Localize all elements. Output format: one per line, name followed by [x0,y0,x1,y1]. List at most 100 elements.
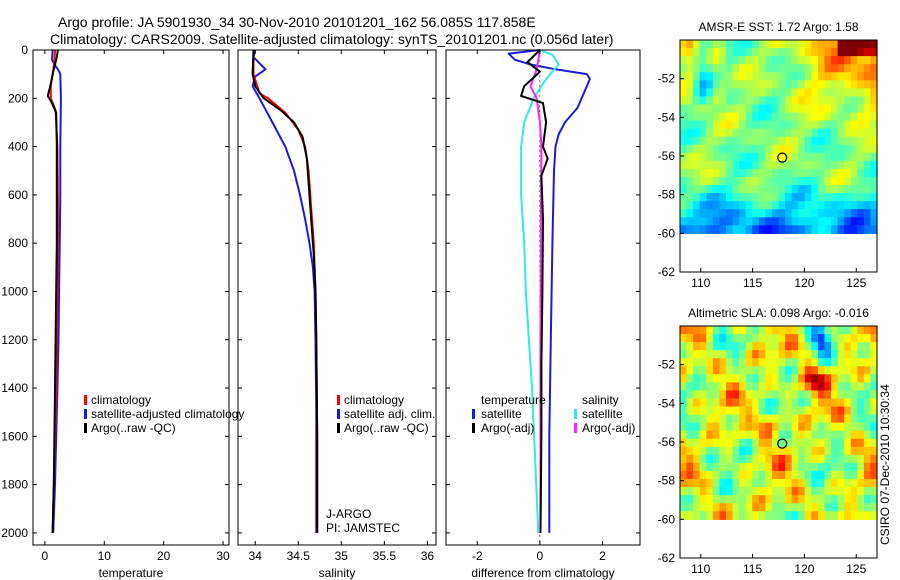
heatmap-cell [693,487,701,496]
heatmap-cell [686,446,694,456]
heatmap-cell [765,128,773,138]
heatmap-cell [706,430,714,440]
heatmap-cell [798,446,806,456]
heatmap-cell [804,358,812,367]
heatmap-cell [778,104,786,114]
heatmap-cell [857,193,865,202]
heatmap-cell [725,511,734,520]
heatmap-cell [680,201,688,210]
heatmap-cell [785,88,793,97]
heatmap-cell [850,176,858,186]
heatmap-cell [712,438,720,448]
heatmap-cell [844,144,852,154]
heatmap-cell [725,193,734,202]
sst_map-heatmap-cells [680,40,878,234]
heatmap-cell [712,201,720,210]
heatmap-cell [863,462,872,472]
heatmap-cell [758,398,766,408]
heatmap-cell [837,120,845,130]
heatmap-cell [844,511,852,520]
heatmap-cell [765,350,773,359]
heatmap-cell [758,112,766,122]
heatmap-cell [706,185,714,194]
heatmap-cell [739,438,747,448]
heatmap-cell [857,414,865,424]
heatmap-cell [745,462,753,472]
heatmap-cell [791,88,799,97]
heatmap-cell [752,414,760,424]
heatmap-cell [719,128,727,138]
heatmap-cell [680,72,688,81]
heatmap-cell [686,40,694,49]
heatmap-cell [837,422,845,432]
heatmap-cell [706,398,714,408]
heatmap-cell [870,366,878,375]
heatmap-cell [850,326,858,335]
heatmap-cell [693,217,701,226]
heatmap-cell [719,495,727,504]
heatmap-cell [863,104,872,114]
heatmap-cell [844,350,852,359]
heatmap-cell [831,56,839,65]
heatmap-cell [725,390,734,400]
heatmap-cell [758,350,766,359]
heatmap-cell [811,185,819,194]
heatmap-cell [811,168,819,178]
heatmap-cell [791,422,799,432]
y-tick-label: -62 [658,265,676,279]
x-tick-label: 2 [599,549,606,563]
heatmap-cell [706,462,714,472]
heatmap-cell [798,144,806,154]
y-tick-label: 1600 [1,429,28,443]
heatmap-cell [831,462,839,472]
heatmap-cell [798,479,806,488]
heatmap-cell [804,120,812,130]
heatmap-cell [693,144,701,154]
heatmap-cell [758,185,766,194]
sla_map-heatmap-cells [680,326,878,520]
heatmap-cell [758,201,766,210]
heatmap-cell [680,96,688,106]
legend-swatch-sal-argo [574,423,577,433]
heatmap-cell [771,104,780,114]
heatmap-cell [732,366,740,375]
heatmap-cell [785,438,793,448]
heatmap-cell [725,40,734,49]
legend-label: satellite [481,407,522,421]
heatmap-cell [732,168,740,178]
heatmap-cell [804,422,812,432]
heatmap-cell [699,225,707,234]
heatmap-cell [712,487,720,496]
heatmap-cell [857,454,865,464]
heatmap-cell [725,358,734,367]
heatmap-cell [798,88,806,97]
heatmap-cell [870,209,878,218]
heatmap-cell [699,56,707,65]
heatmap-cell [804,201,812,210]
heatmap-cell [831,390,839,400]
heatmap-cell [811,56,819,65]
heatmap-cell [798,382,806,392]
heatmap-cell [831,112,839,122]
heatmap-cell [831,193,839,202]
heatmap-cell [831,430,839,440]
heatmap-cell [831,209,839,218]
heatmap-cell [870,446,878,456]
heatmap-cell [844,185,852,194]
heatmap-cell [811,350,819,359]
heatmap-cell [804,326,812,335]
heatmap-cell [863,136,872,146]
heatmap-cell [680,350,688,359]
heatmap-cell [844,56,852,65]
heatmap-cell [785,144,793,154]
heatmap-cell [739,88,747,97]
heatmap-cell [725,430,734,440]
heatmap-cell [831,168,839,178]
heatmap-cell [745,112,753,122]
heatmap-cell [719,414,727,424]
heatmap-cell [765,193,773,202]
x-tick-label: 125 [846,562,866,576]
heatmap-cell [706,112,714,122]
heatmap-cell [706,120,714,130]
heatmap-cell [752,217,760,226]
